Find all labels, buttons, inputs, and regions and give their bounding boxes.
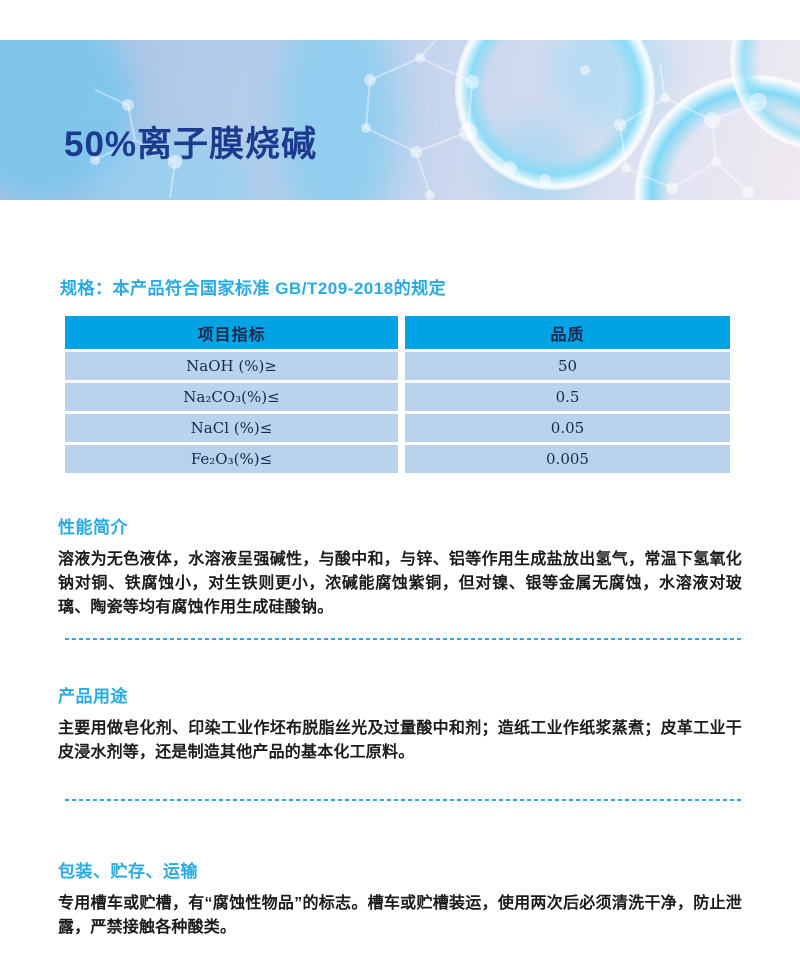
content-area: 规格：本产品符合国家标准 GB/T209-2018的规定 项目指标 品质 NaO… xyxy=(0,200,800,940)
table-header-item: 项目指标 xyxy=(65,316,398,349)
section-body-usage: 主要用做皂化剂、印染工业作坯布脱脂丝光及过量酸中和剂；造纸工业作纸浆蒸煮；皮革工… xyxy=(58,720,742,761)
molecule-network-graphic xyxy=(90,40,767,200)
page-title: 50%离子膜烧碱 xyxy=(64,125,318,164)
spec-table: 项目指标 品质 NaOH (%)≥ 50 Na₂CO₃(%)≤ 0.5 NaCl… xyxy=(65,316,730,473)
section-body-packing: 专用槽车或贮槽，有“腐蚀性物品”的标志。槽车或贮槽装运，使用两次后必须清洗干净，… xyxy=(58,895,742,936)
section-performance: 性能简介 溶液为无色液体，水溶液呈强碱性，与酸中和，与锌、铝等作用生成盐放出氢气… xyxy=(58,513,742,620)
section-heading-packing: 包装、贮存、运输 xyxy=(58,862,198,881)
bubble-decoration xyxy=(278,40,398,200)
table-cell-item: Fe₂O₃(%)≤ xyxy=(65,445,398,473)
table-cell-value: 0.05 xyxy=(405,414,730,442)
table-cell-item: NaCl (%)≤ xyxy=(65,414,398,442)
section-body-performance: 溶液为无色液体，水溶液呈强碱性，与酸中和，与锌、铝等作用生成盐放出氢气，常温下氢… xyxy=(58,551,742,616)
section-heading-usage: 产品用途 xyxy=(58,687,128,706)
table-cell-value: 0.005 xyxy=(405,445,730,473)
table-cell-item: Na₂CO₃(%)≤ xyxy=(65,383,398,411)
hero-banner: 50%离子膜烧碱 xyxy=(0,40,800,200)
spec-heading: 规格：本产品符合国家标准 GB/T209-2018的规定 xyxy=(60,279,447,298)
dashed-divider xyxy=(65,799,742,801)
section-heading-performance: 性能简介 xyxy=(58,518,128,537)
table-cell-item: NaOH (%)≥ xyxy=(65,352,398,380)
table-header-quality: 品质 xyxy=(405,316,730,349)
dashed-divider xyxy=(65,638,742,640)
section-packing: 包装、贮存、运输 专用槽车或贮槽，有“腐蚀性物品”的标志。槽车或贮槽装运，使用两… xyxy=(58,857,742,940)
section-usage: 产品用途 主要用做皂化剂、印染工业作坯布脱脂丝光及过量酸中和剂；造纸工业作纸浆蒸… xyxy=(58,682,742,765)
table-cell-value: 50 xyxy=(405,352,730,380)
table-cell-value: 0.5 xyxy=(405,383,730,411)
